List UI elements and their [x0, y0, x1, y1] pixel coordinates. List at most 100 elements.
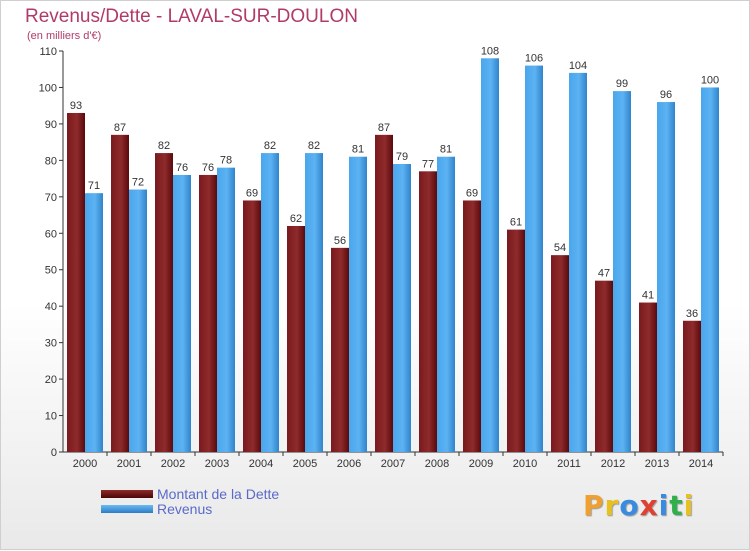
x-tick-label: 2010	[513, 458, 537, 470]
chart-title: Revenus/Dette - LAVAL-SUR-DOULON	[25, 6, 358, 27]
bar-dette	[375, 134, 393, 452]
chart-bars	[67, 58, 719, 453]
data-label-revenus: 82	[308, 140, 320, 152]
x-tick-label: 2001	[117, 458, 141, 470]
proxiti-logo: Proxiti	[583, 489, 694, 522]
x-tick-label: 2006	[337, 458, 361, 470]
bar-revenus	[173, 174, 191, 453]
data-label-dette: 76	[202, 162, 214, 174]
bar-dette	[551, 255, 569, 452]
bar-revenus	[305, 153, 323, 452]
bar-revenus	[85, 193, 103, 452]
bar-dette	[287, 225, 305, 452]
x-tick-label: 2003	[205, 458, 229, 470]
x-tick-label: 2002	[161, 458, 185, 470]
data-label-dette: 69	[466, 187, 478, 199]
y-tick-label: 30	[45, 338, 57, 350]
legend-label-revenus: Revenus	[157, 501, 213, 517]
bar-dette	[683, 320, 701, 452]
bar-revenus	[657, 102, 675, 452]
x-tick-label: 2004	[249, 458, 273, 470]
y-tick-label: 40	[45, 301, 57, 313]
data-label-dette: 41	[642, 290, 654, 302]
logo-letter: x	[639, 489, 659, 522]
data-label-dette: 47	[598, 268, 610, 280]
bar-revenus	[129, 189, 147, 452]
bar-revenus	[349, 156, 367, 452]
logo-letter: t	[669, 489, 684, 522]
x-tick-label: 2014	[689, 458, 713, 470]
chart-subtitle: (en milliers d'€)	[27, 30, 102, 42]
y-tick-label: 80	[45, 155, 57, 167]
y-tick-label: 10	[45, 411, 57, 423]
x-tick-label: 2007	[381, 458, 405, 470]
bar-dette	[199, 174, 217, 453]
bar-revenus	[481, 58, 499, 453]
logo-letter: i	[683, 489, 695, 522]
y-tick-label: 50	[45, 265, 57, 277]
logo-letter: o	[619, 489, 640, 522]
data-label-revenus: 100	[701, 74, 719, 86]
data-label-dette: 56	[334, 235, 346, 247]
data-label-revenus: 108	[481, 45, 499, 57]
data-label-revenus: 106	[525, 53, 543, 65]
x-tick-label: 2011	[557, 458, 581, 470]
y-tick-label: 0	[51, 447, 57, 459]
data-label-revenus: 104	[569, 60, 587, 72]
data-label-dette: 87	[114, 122, 126, 134]
data-label-dette: 36	[686, 308, 698, 320]
bar-dette	[111, 134, 129, 452]
bar-revenus	[217, 167, 235, 452]
data-label-dette: 77	[422, 158, 434, 170]
bar-dette	[595, 280, 613, 452]
x-tick-label: 2005	[293, 458, 317, 470]
bar-dette	[419, 171, 437, 453]
bar-revenus	[569, 72, 587, 452]
chart-data-labels: 93 87 82 76 69 62 56 87 77 69 61 54 47 41 36 71 72 76 78 82…	[70, 45, 719, 319]
bar-dette	[463, 200, 481, 452]
y-tick-label: 60	[45, 228, 57, 240]
legend-label-dette: Montant de la Dette	[157, 486, 280, 502]
data-label-dette: 93	[70, 100, 82, 112]
data-label-revenus: 72	[132, 177, 144, 189]
y-tick-label: 90	[45, 119, 57, 131]
data-label-dette: 61	[510, 217, 522, 229]
data-label-revenus: 79	[396, 151, 408, 163]
logo-letter: i	[658, 489, 670, 522]
data-label-dette: 54	[554, 242, 566, 254]
bar-revenus	[437, 156, 455, 452]
bar-revenus	[701, 87, 719, 453]
y-tick-label: 70	[45, 192, 57, 204]
bar-dette	[331, 247, 349, 452]
x-tick-label: 2008	[425, 458, 449, 470]
y-tick-label: 20	[45, 374, 57, 386]
y-tick-label: 100	[39, 82, 57, 94]
data-label-revenus: 96	[660, 89, 672, 101]
bar-revenus	[393, 164, 411, 452]
legend-swatch-revenus	[101, 505, 153, 513]
x-tick-label: 2013	[645, 458, 669, 470]
data-label-revenus: 81	[440, 144, 452, 156]
bar-dette	[639, 302, 657, 452]
x-tick-label: 2012	[601, 458, 625, 470]
bar-revenus	[525, 65, 543, 452]
bar-dette	[67, 112, 85, 453]
data-label-revenus: 76	[176, 162, 188, 174]
x-tick-label: 2000	[73, 458, 97, 470]
logo-letter: r	[604, 489, 620, 522]
data-label-dette: 69	[246, 187, 258, 199]
bar-revenus	[261, 153, 279, 452]
data-label-dette: 62	[290, 213, 302, 225]
data-label-revenus: 81	[352, 144, 364, 156]
bar-dette	[155, 153, 173, 452]
y-tick-label: 110	[39, 46, 57, 58]
x-tick-label: 2009	[469, 458, 493, 470]
data-label-revenus: 78	[220, 155, 232, 167]
data-label-revenus: 82	[264, 140, 276, 152]
bar-dette	[507, 229, 525, 452]
bar-dette	[243, 200, 261, 452]
legend-swatch-dette	[101, 490, 153, 498]
logo-letter: P	[583, 489, 605, 522]
